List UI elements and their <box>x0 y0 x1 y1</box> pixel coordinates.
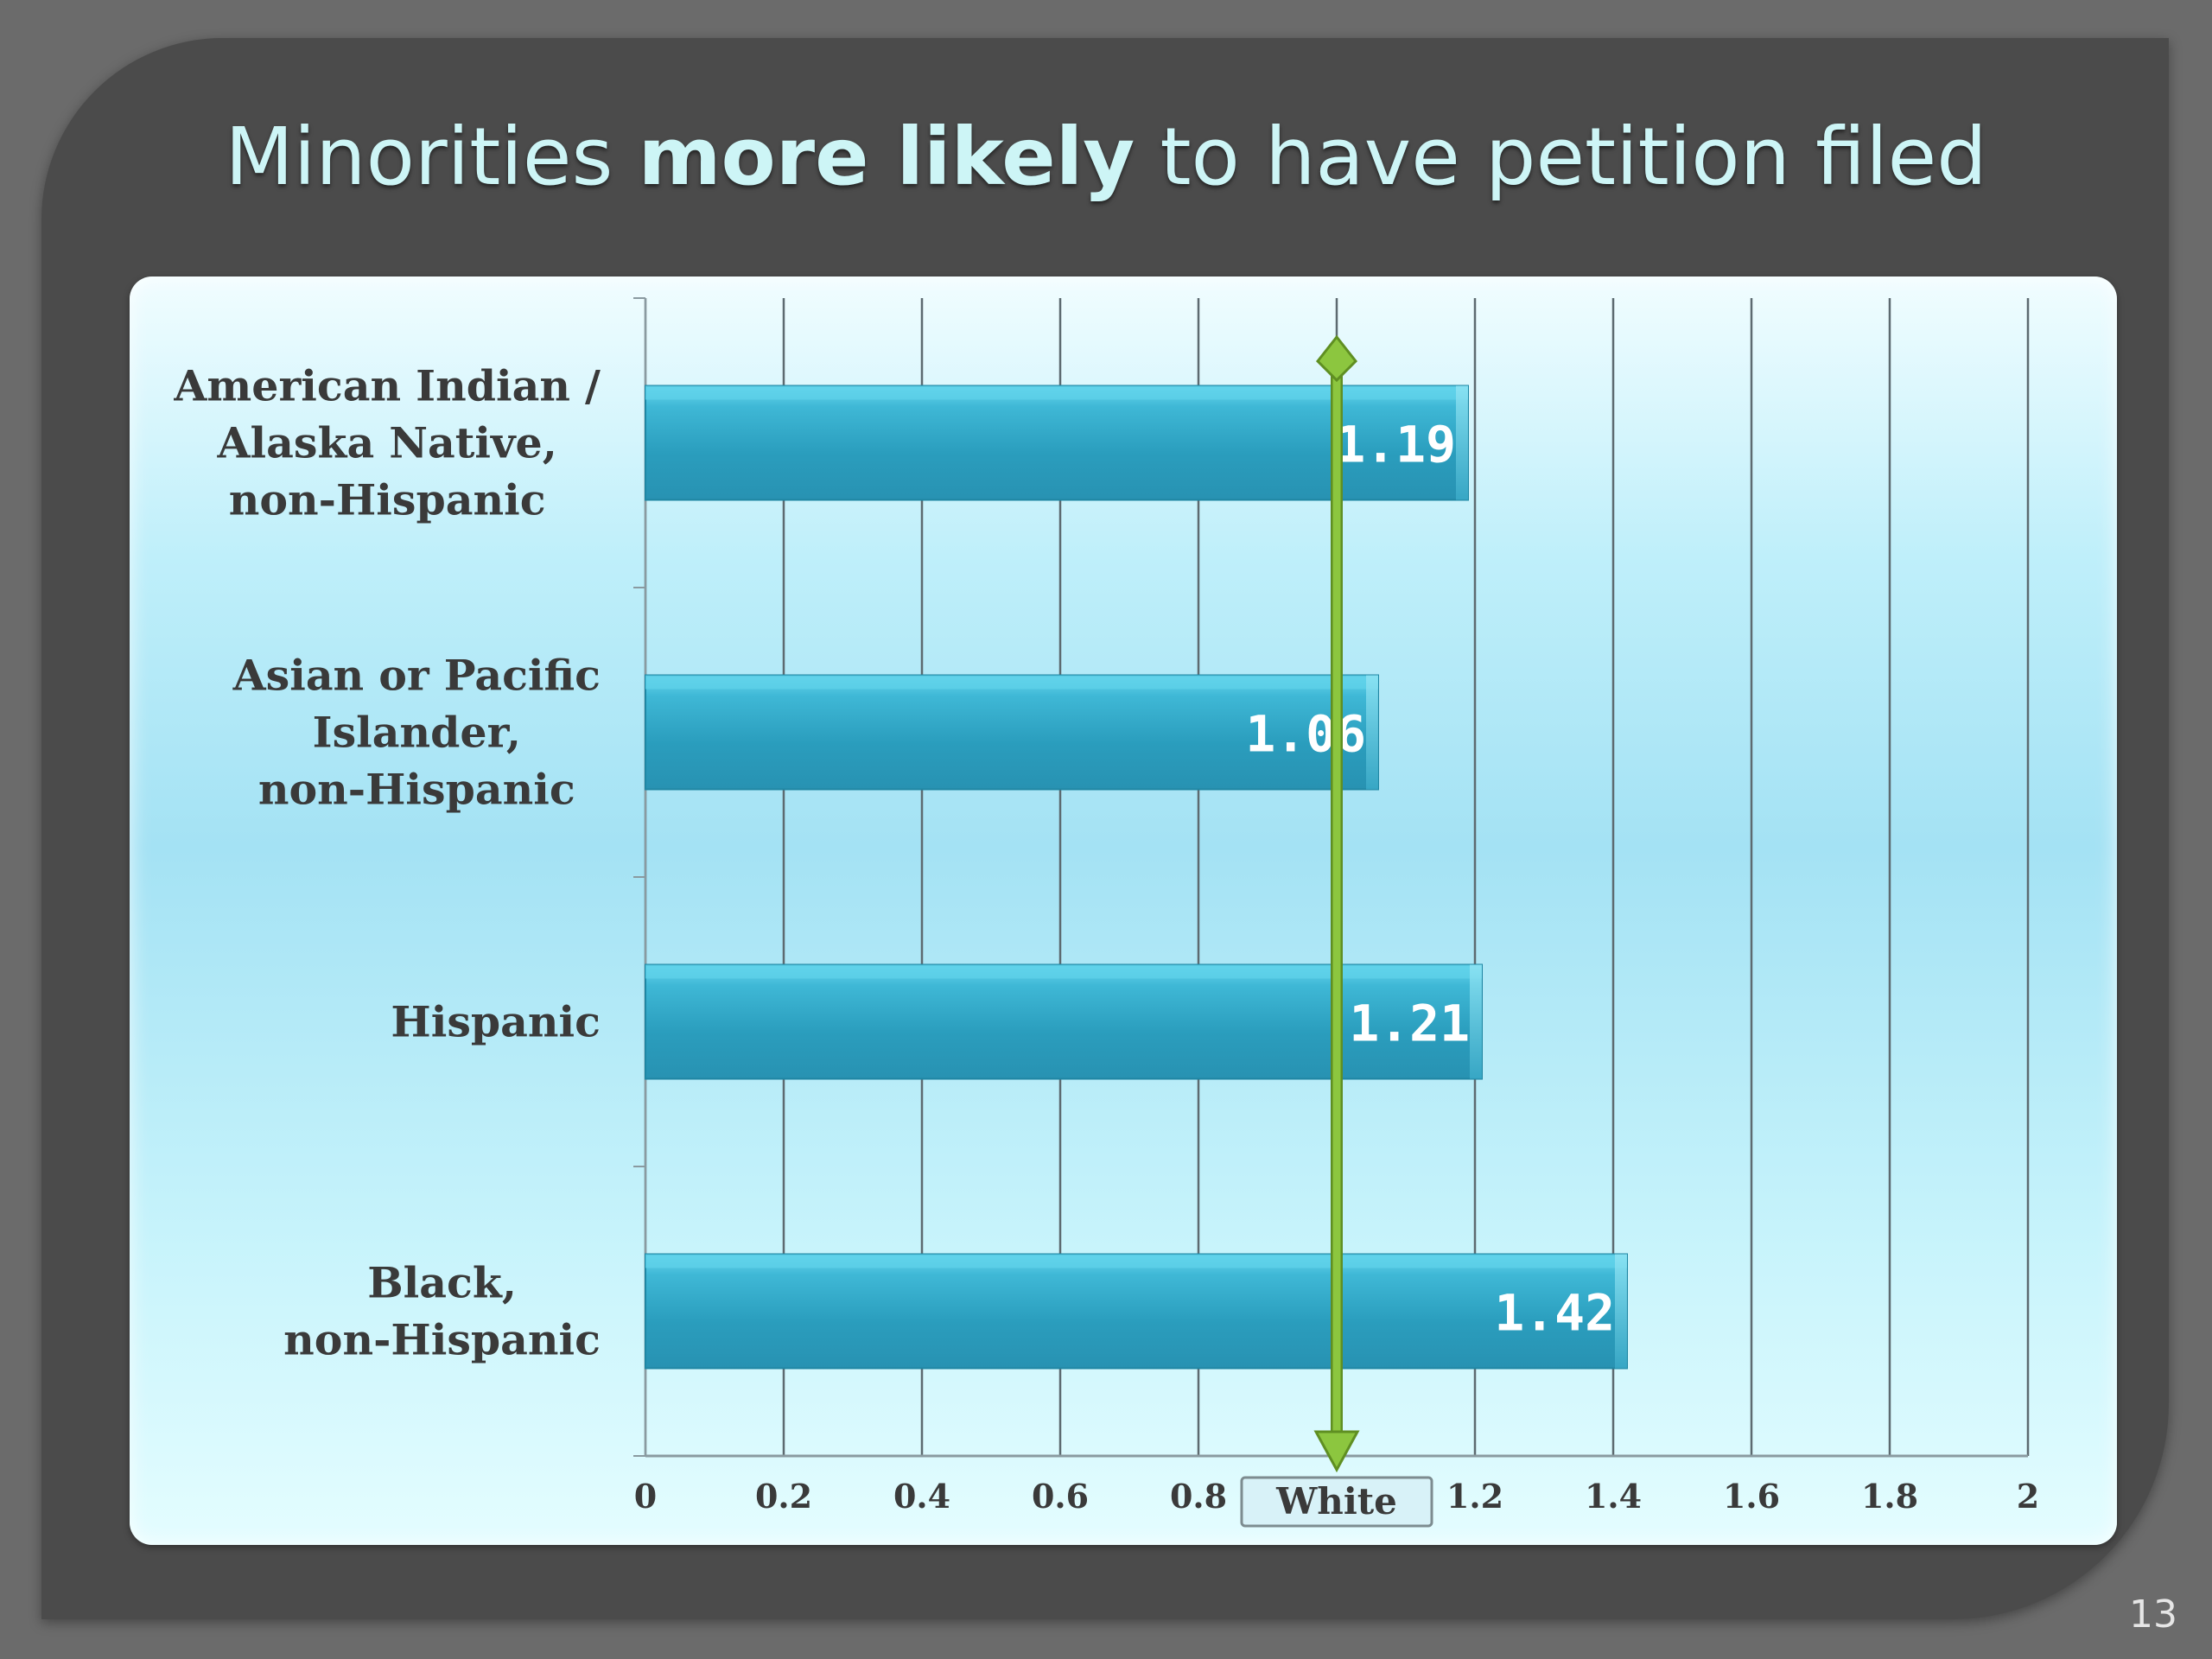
category-label-line: non-Hispanic <box>229 475 546 525</box>
bar-value-label: 1.06 <box>1245 705 1366 764</box>
x-tick-label: 0 <box>634 1477 657 1516</box>
bar-value-label: 1.42 <box>1494 1284 1615 1343</box>
x-tick-label: 2 <box>2017 1477 2039 1516</box>
reference-line-arrowhead <box>1313 1430 1360 1473</box>
slide-title: Minorities more likely to have petition … <box>0 111 2212 203</box>
bar-chart: 1.191.061.211.42 American Indian / Alaska… <box>173 297 2039 1528</box>
category-label: American Indian / Alaska Native, non-Hispa… <box>173 361 601 525</box>
reference-label: White <box>1275 1480 1397 1522</box>
x-tick-label: 0.8 <box>1170 1477 1227 1516</box>
bar-highlight <box>645 675 1378 690</box>
x-tick-label: 1.6 <box>1723 1477 1780 1516</box>
title-text-post: to have petition filed <box>1135 111 1987 203</box>
category-label-line: non-Hispanic <box>283 1315 601 1365</box>
bar-highlight <box>645 1254 1627 1268</box>
bar-end-cap <box>1456 385 1468 500</box>
x-tick-label: 0.6 <box>1032 1477 1089 1516</box>
category-label: Asian or Pacific Islander, non-Hispanic <box>232 651 601 815</box>
bar-value-label: 1.19 <box>1335 416 1456 474</box>
bar-highlight <box>645 964 1482 979</box>
category-label-line: Black, <box>367 1258 517 1308</box>
category-label: Hispanic <box>391 997 601 1047</box>
bar-value-label: 1.21 <box>1349 995 1470 1053</box>
reference-line-top-marker <box>1315 334 1358 383</box>
reference-label-box <box>1240 1476 1433 1528</box>
bar-highlight <box>645 385 1468 400</box>
x-tick-label: 0.4 <box>893 1477 950 1516</box>
category-label-line: Alaska Native, <box>217 418 557 468</box>
category-label-line: non-Hispanic <box>258 765 575 815</box>
category-label-line: Hispanic <box>391 997 601 1047</box>
category-label-line: Islander, <box>313 708 521 758</box>
category-label-line: American Indian / <box>173 361 601 411</box>
title-text-pre: Minorities <box>225 111 639 203</box>
x-tick-label: 1.8 <box>1861 1477 1918 1516</box>
bar-end-cap <box>1366 675 1378 790</box>
x-tick-label: 1.2 <box>1446 1477 1503 1516</box>
x-tick-label: 0.2 <box>755 1477 812 1516</box>
category-label-line: Asian or Pacific <box>232 651 601 701</box>
bar-end-cap <box>1470 964 1482 1079</box>
bar-end-cap <box>1615 1254 1627 1369</box>
x-tick-label: 1.4 <box>1585 1477 1642 1516</box>
bar <box>645 1253 1628 1370</box>
chart-panel: 1.19 1.06 1.21 1.42 American Indian / Alaska… <box>130 276 2117 1545</box>
category-label: Black, non-Hispanic <box>283 1258 601 1365</box>
title-text-bold: more likely <box>638 111 1135 203</box>
page-number: 13 <box>2129 1592 2177 1637</box>
